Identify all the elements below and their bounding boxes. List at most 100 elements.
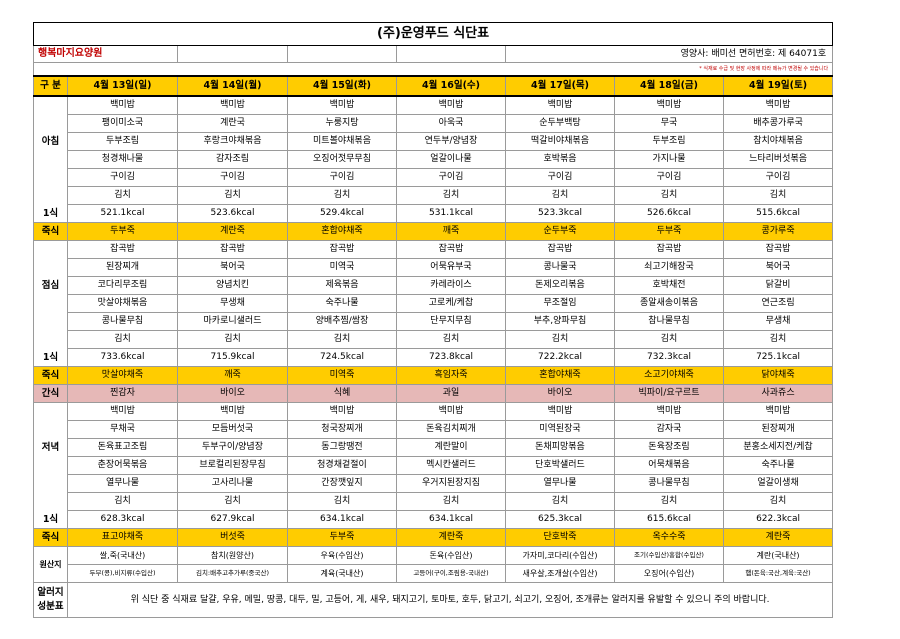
menu-item: 청국장찌개 [287,420,397,439]
menu-item: 간장깻잎지 [287,474,397,493]
menu-item: 배추콩가루국 [722,114,834,133]
menu-item: 백미밥 [722,402,834,421]
menu-item: 카레라이스 [396,276,506,295]
menu-item: 무국 [614,114,724,133]
snack-item: 찐감자 [67,384,178,403]
snack-item: 과일 [396,384,506,403]
menu-item: 김치 [505,330,615,349]
menu-item: 어묵유부국 [396,258,506,277]
menu-item: 김치 [722,186,834,205]
origin-item: 햄(돈육:국산,계육:국산) [722,564,834,583]
menu-item: 김치 [67,492,178,511]
menu-item: 돈채피망볶음 [505,438,615,457]
menu-item: 두부구이/양념장 [177,438,288,457]
menu-item: 백미밥 [67,402,178,421]
origin-item: 참치(원양산) [177,546,288,565]
menu-item: 미역국 [287,258,397,277]
meal-label: 점심 [33,276,68,295]
menu-item: 열무나물 [67,474,178,493]
snack-item: 식혜 [287,384,397,403]
porridge-item: 소고기야채죽 [614,366,724,385]
menu-item: 고로케/케찹 [396,294,506,313]
menu-item: 김치 [614,330,724,349]
menu-item: 콩나물무침 [67,312,178,331]
origin-item: 김치:배추고추가루(중국산) [177,564,288,583]
menu-item: 미트볼야채볶음 [287,132,397,151]
menu-item: 우거지된장지짐 [396,474,506,493]
porridge-item: 맛살야채죽 [67,366,178,385]
menu-table: (주)운영푸드 식단표 행복마지요양원 영양사: 배미선 면허번호: 제 640… [32,22,834,618]
meal-label-spacer [33,330,68,349]
menu-item: 북어국 [722,258,834,277]
kcal-value: 715.9kcal [177,348,288,367]
menu-item: 북어국 [177,258,288,277]
menu-item: 고사리나물 [177,474,288,493]
origin-item: 계육(국내산) [287,564,397,583]
menu-item: 분홍소세지전/케찹 [722,438,834,457]
porridge-item: 깨죽 [177,366,288,385]
menu-item: 구이김 [396,168,506,187]
menu-item: 김치 [67,330,178,349]
menu-item: 아욱국 [396,114,506,133]
menu-item: 백미밥 [505,95,615,115]
porridge-item: 미역죽 [287,366,397,385]
meal-label-spacer [33,402,68,421]
menu-item: 마카로니샐러드 [177,312,288,331]
kcal-value: 724.5kcal [287,348,397,367]
day-header: 4월 14일(월) [177,75,288,97]
menu-item: 백미밥 [67,95,178,115]
meal-label-spacer [33,168,68,187]
porridge-item: 혼합야채죽 [287,222,397,241]
menu-item: 연근조림 [722,294,834,313]
origin-item: 고등어(구이,조림용-국내산) [396,564,506,583]
menu-item: 계란말이 [396,438,506,457]
menu-item: 무조절임 [505,294,615,313]
kcal-value: 622.3kcal [722,510,834,529]
menu-item: 구이김 [614,168,724,187]
origin-item: 쌀,죽(국내산) [67,546,178,565]
menu-item: 감자조림 [177,150,288,169]
porridge-label: 죽식 [33,222,68,241]
kcal-value: 732.3kcal [614,348,724,367]
meal-label-spacer [33,474,68,493]
menu-item: 멕시칸샐러드 [396,456,506,475]
menu-item: 백미밥 [614,402,724,421]
menu-item: 후랑크야채볶음 [177,132,288,151]
meal-label-spacer [33,150,68,169]
menu-item: 모듬버섯국 [177,420,288,439]
day-header: 4월 16일(수) [396,75,506,97]
kcal-value: 625.3kcal [505,510,615,529]
menu-item: 부추,양파무침 [505,312,615,331]
menu-item: 미역된장국 [505,420,615,439]
menu-title: (주)운영푸드 식단표 [32,22,834,46]
kcal-value: 615.6kcal [614,510,724,529]
menu-item: 구이김 [67,168,178,187]
porridge-item: 두부죽 [287,528,397,547]
menu-item: 양념치킨 [177,276,288,295]
meal-label-spacer [33,186,68,205]
menu-item: 잡곡밥 [177,240,288,259]
menu-item: 단호박샐러드 [505,456,615,475]
menu-item: 돈제오리볶음 [505,276,615,295]
menu-item: 구이김 [505,168,615,187]
menu-item: 춘장어묵볶음 [67,456,178,475]
porridge-item: 두부죽 [67,222,178,241]
menu-item: 팽이미소국 [67,114,178,133]
menu-item: 백미밥 [287,95,397,115]
allergy-label: 알러지 성분표 [33,582,68,618]
info-blank-cell [177,45,288,63]
menu-item: 순두부백탕 [505,114,615,133]
porridge-item: 버섯죽 [177,528,288,547]
menu-item: 백미밥 [505,402,615,421]
menu-item: 김치 [396,330,506,349]
nursing-home-name: 행복마지요양원 [33,45,178,63]
menu-item: 누룽지탕 [287,114,397,133]
menu-item: 김치 [67,186,178,205]
porridge-item: 혼합야채죽 [505,366,615,385]
info-blank-cell [396,45,506,63]
menu-item: 두부조림 [614,132,724,151]
menu-item: 코다리무조림 [67,276,178,295]
origin-item: 계란(국내산) [722,546,834,565]
menu-item: 구이김 [287,168,397,187]
porridge-item: 계란죽 [177,222,288,241]
